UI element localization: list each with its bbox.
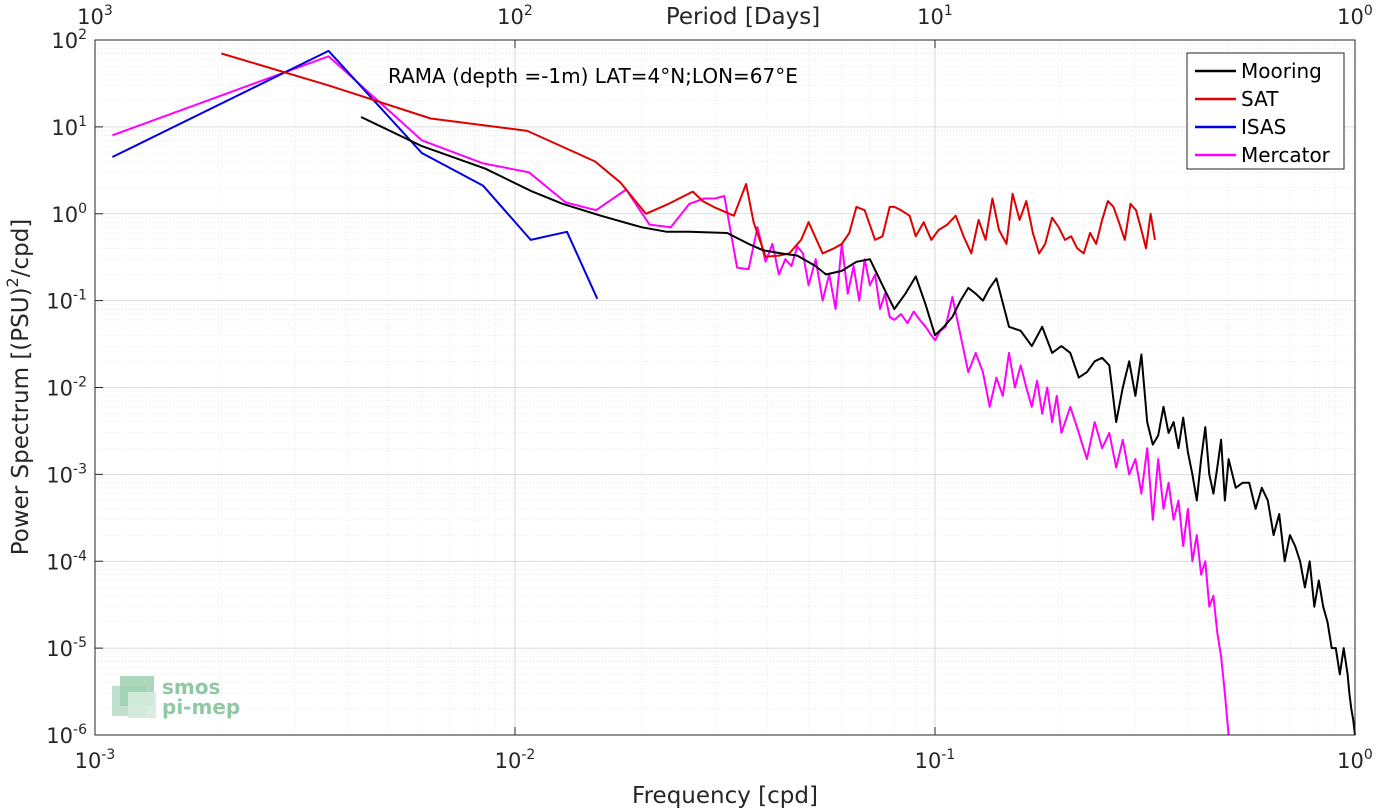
logo-line1: smos: [162, 675, 220, 699]
y-tick-label: 102: [51, 27, 87, 53]
series-sat: [221, 52, 1156, 258]
legend-label-sat: SAT: [1241, 87, 1279, 111]
y-tick-label: 10-1: [46, 288, 87, 314]
top-tick-label: 101: [917, 3, 953, 29]
y-tick-label: 10-3: [46, 461, 87, 487]
y-tick-label: 101: [51, 114, 87, 140]
series-mercator: [112, 55, 1230, 736]
legend-label-isas: ISAS: [1241, 115, 1286, 139]
chart-annotation: RAMA (depth =-1m) LAT=4°N;LON=67°E: [388, 64, 798, 88]
top-axis-label: Period [Days]: [666, 4, 820, 30]
minor-grid: [95, 40, 1355, 735]
logo-line2: pi-mep: [162, 695, 240, 719]
logo-mark-layer-2: [128, 692, 156, 718]
legend-entries: Mooring SAT ISAS Mercator: [1195, 59, 1331, 167]
y-tick-label: 10-6: [46, 722, 87, 748]
y-tick-label: 100: [51, 201, 87, 227]
top-tick-label: 103: [77, 3, 113, 29]
x-axis-label: Frequency [cpd]: [632, 783, 818, 809]
axis-ticks: [94, 39, 1356, 736]
x-tick-label: 100: [1337, 747, 1373, 773]
y-tick-label: 10-4: [46, 548, 87, 574]
legend-box: [1186, 52, 1345, 170]
logo: smos pi-mep: [112, 675, 240, 719]
series-mooring: [360, 116, 1356, 736]
y-tick-label: 10-5: [46, 635, 87, 661]
series-isas: [111, 49, 599, 300]
y-tick-label: 10-2: [46, 375, 87, 401]
top-tick-label: 100: [1337, 3, 1373, 29]
x-tick-label: 10-3: [75, 747, 116, 773]
top-tick-label: 102: [497, 3, 533, 29]
legend-label-mooring: Mooring: [1241, 59, 1322, 83]
series-layer: [111, 49, 1356, 736]
x-tick-label: 10-1: [915, 747, 956, 773]
legend-label-mercator: Mercator: [1241, 143, 1331, 167]
legend: Mooring SAT ISAS Mercator: [1186, 52, 1345, 170]
x-tick-label: 10-2: [495, 747, 536, 773]
y-axis-label: Power Spectrum [(PSU)2/cpd]: [3, 219, 34, 556]
